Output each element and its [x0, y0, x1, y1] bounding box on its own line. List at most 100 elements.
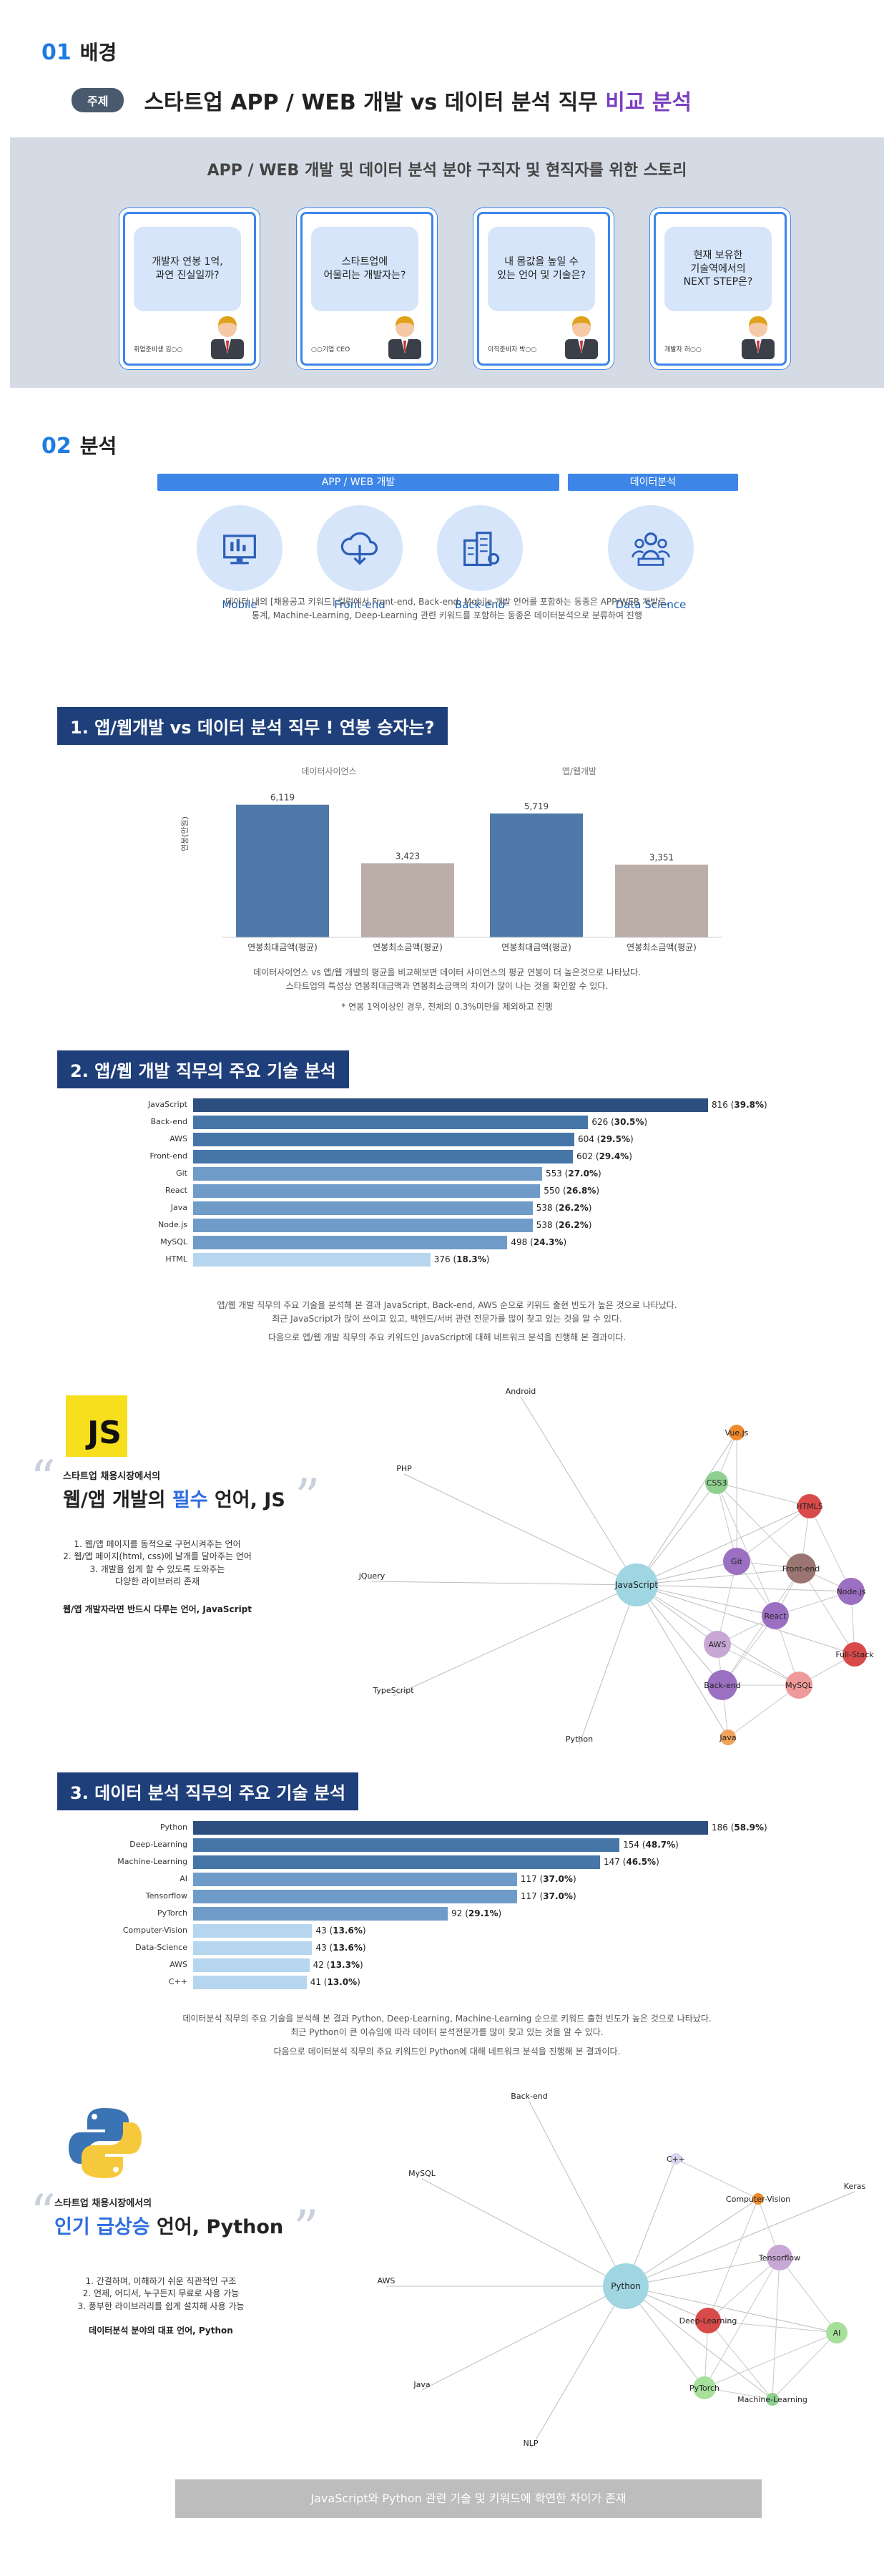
speech-bubble: 현재 보유한 기술역에서의 NEXT STEP은? [664, 227, 772, 311]
bar-count: 43 [315, 1926, 327, 1936]
bar-value-label: 498 (24.3%) [511, 1237, 567, 1247]
bar-percent: 13.6% [333, 1926, 363, 1936]
point-item: 2. 언제, 어디서, 누구든지 무료로 사용 가능 [82, 2288, 240, 2299]
skill-bar [193, 1133, 574, 1146]
bar-percent: 26.2% [559, 1220, 589, 1230]
point-item: 3. 개발을 쉽게 할 수 있도록 도와주는 [89, 1563, 225, 1574]
py-title: 인기 급상승 언어, Python [54, 2211, 283, 2239]
network-node-label: AWS [378, 2276, 396, 2285]
quote-open-icon: “ [30, 2184, 56, 2243]
bar-category-label: HTML [165, 1254, 187, 1264]
network-edge [675, 2158, 759, 2200]
story-title: APP / WEB 개발 및 데이터 분석 분야 구직자 및 현직자를 위한 스… [207, 162, 687, 180]
bar-percent: 58.9% [734, 1823, 765, 1833]
network-center-node [615, 1563, 658, 1606]
network-node-label: Python [566, 1735, 593, 1744]
network-edge [625, 2257, 780, 2287]
network-node-label: MySQL [408, 2169, 436, 2178]
bar-percent: 13.6% [333, 1943, 363, 1953]
bar-category-label: Git [176, 1169, 187, 1178]
bar-count: 538 [536, 1220, 553, 1230]
category-data: 데이터분석 [568, 474, 738, 491]
network-node [704, 1631, 731, 1658]
network-edge [625, 2285, 837, 2333]
salary-bar [236, 804, 329, 937]
skill-bar [193, 1838, 620, 1852]
bar-category-label: Python [159, 1823, 187, 1832]
bar-percent: 39.8% [734, 1100, 765, 1110]
bar-category-label: React [164, 1186, 187, 1195]
network-node-label: Back-end [704, 1681, 740, 1690]
js-title: 웹/앱 개발의 필수 언어, JS [63, 1484, 285, 1512]
salary-value-label: 6,119 [270, 793, 295, 803]
network-edge [625, 2191, 855, 2287]
network-node-label: Machine-Learning [737, 2395, 807, 2404]
role-label: Front-end [334, 598, 385, 611]
bar-count: 154 [623, 1840, 640, 1850]
q1-footnote: * 연봉 1억이상인 경우, 전체의 0.3%미만을 제외하고 진행 [341, 1002, 553, 1012]
network-edge [707, 2198, 759, 2321]
bar-value-label: 43 (13.6%) [315, 1943, 366, 1953]
bar-count: 117 [520, 1874, 537, 1884]
network-edge [625, 2198, 759, 2287]
skill-bar [193, 1976, 307, 1989]
py-title-accent: 인기 급상승 [54, 2216, 150, 2238]
network-edge [403, 1473, 637, 1586]
bar-value-label: 42 (13.3%) [313, 1960, 363, 1970]
speech-bubble: 개발자 연봉 1억, 과연 진실일까? [134, 227, 241, 311]
network-edge [779, 2257, 837, 2333]
network-node-label: Vue.js [725, 1428, 749, 1438]
quote-close-icon: ” [295, 1468, 320, 1527]
section-title: 분석 [79, 434, 117, 458]
bar-percent: 37.0% [543, 1874, 573, 1884]
network-node-label: PyTorch [689, 2384, 719, 2393]
network-node-label: Tensorflow [758, 2253, 800, 2263]
mobile-icon [197, 505, 283, 591]
data-skill-chart: Python 186 (58.9%) Deep-Learning 154 (48.7%… [0, 1821, 894, 2014]
network-node-label: AI [833, 2328, 841, 2338]
network-center-node [603, 2263, 649, 2309]
team-icon [608, 505, 694, 591]
bar-count: 602 [576, 1151, 594, 1161]
skill-bar [193, 1184, 541, 1198]
bar-category-label: Deep-Learning [129, 1840, 187, 1849]
network-edge [636, 1432, 737, 1586]
network-node [693, 2376, 716, 2399]
network-edge [772, 2257, 780, 2400]
bar-category-label: AI [180, 1874, 187, 1883]
skill-bar [193, 1821, 708, 1835]
network-edge [421, 2285, 627, 2391]
topic-tag: 주제 [72, 88, 124, 112]
bar-value-label: 538 (26.2%) [536, 1220, 592, 1230]
network-node-label: Keras [844, 2182, 866, 2191]
python-logo-icon [69, 2108, 142, 2178]
bar-count: 604 [577, 1134, 594, 1144]
network-node-label: Computer-Vision [726, 2195, 790, 2204]
network-node-label: C++ [667, 2155, 685, 2164]
network-edge [636, 1584, 776, 1616]
bar-category-label: AWS [170, 1134, 187, 1143]
story-card: 현재 보유한 기술역에서의 NEXT STEP은? 개발자 허○○ [654, 212, 787, 366]
salary-value-label: 3,423 [396, 851, 420, 861]
q2-note2: 다음으로 앱/웹 개발 직무의 주요 키워드인 JavaScript에 대해 네… [267, 1332, 627, 1342]
q1-note: 데이터사이언스 vs 앱/웹 개발의 평균을 비교해보면 데이터 사이언스의 평… [253, 967, 641, 992]
bar-count: 550 [544, 1186, 561, 1196]
group-label: 앱/웹개발 [562, 766, 596, 776]
network-node-label: Deep-Learning [679, 2316, 737, 2326]
section-title: 배경 [79, 41, 117, 64]
skill-bar [193, 1150, 574, 1163]
q3-note1: 데이터분석 직무의 주요 기술을 분석해 본 결과 Python, Deep-L… [182, 2014, 712, 2038]
network-edge [636, 1584, 729, 1738]
salary-category-label: 연봉최대금액(평균) [501, 942, 571, 952]
network-node [705, 1471, 728, 1494]
bar-category-label: Front-end [149, 1151, 187, 1161]
point-item: 다양한 라이브러리 존재 [114, 1576, 200, 1587]
network-node [786, 1553, 816, 1584]
bar-percent: 26.8% [566, 1186, 596, 1196]
salary-bar [615, 864, 708, 937]
bar-category-label: AWS [170, 1960, 187, 1969]
network-edge [772, 2332, 837, 2400]
network-edge [529, 2101, 627, 2287]
network-edge [717, 1561, 737, 1645]
network-node [729, 1425, 745, 1440]
